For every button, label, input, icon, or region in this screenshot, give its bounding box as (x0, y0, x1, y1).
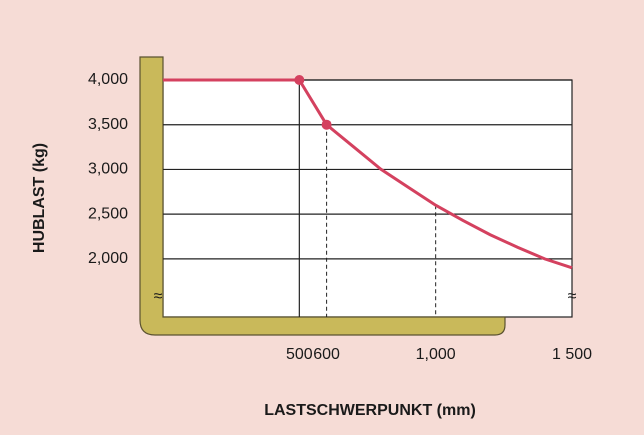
point-marker (322, 120, 332, 130)
chart: ≈ ≈ HUBLAST (kg) LASTSCHWERPUNKT (mm) 2,… (0, 0, 644, 435)
y-tick-label: 3,500 (88, 116, 128, 133)
x-tick-label: 1,000 (416, 346, 456, 363)
x-tick-label: 600 (313, 346, 340, 363)
y-axis-title: HUBLAST (kg) (31, 143, 48, 253)
y-tick-label: 2,000 (88, 250, 128, 267)
plot-area (163, 80, 572, 317)
x-tick-label: 1 500 (552, 346, 592, 363)
y-tick-label: 2,500 (88, 205, 128, 222)
axis-break: ≈ (568, 288, 577, 305)
point-marker (294, 75, 304, 85)
axis-break: ≈ (154, 288, 163, 305)
y-tick-label: 3,000 (88, 161, 128, 178)
y-tick-label: 4,000 (88, 71, 128, 88)
x-axis-title: LASTSCHWERPUNKT (mm) (264, 402, 476, 419)
x-tick-label: 500 (286, 346, 313, 363)
